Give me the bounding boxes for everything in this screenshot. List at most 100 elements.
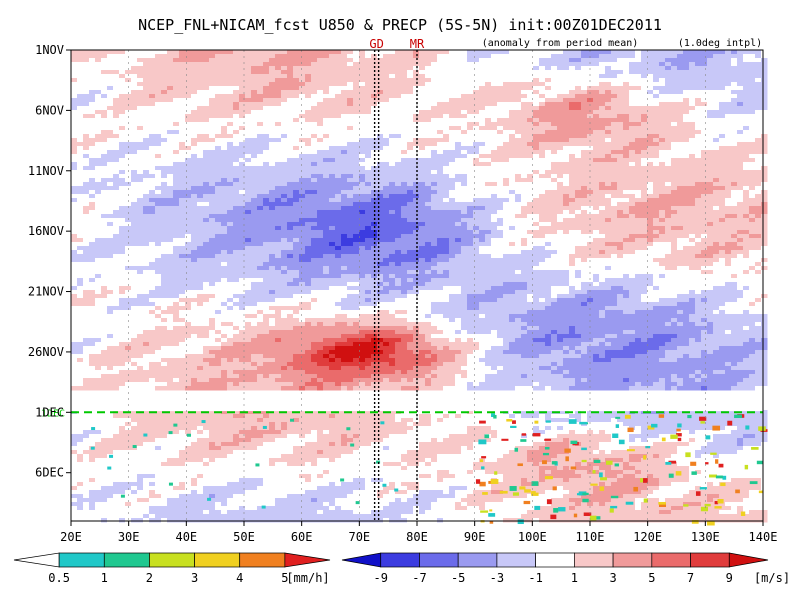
u850-cell bbox=[743, 94, 750, 99]
u850-cell bbox=[599, 54, 606, 59]
u850-cell bbox=[731, 126, 738, 131]
u850-cell bbox=[455, 190, 462, 195]
u850-cell bbox=[515, 182, 522, 187]
u850-cell bbox=[509, 138, 516, 143]
u850-cell bbox=[431, 126, 438, 131]
u850-cell bbox=[251, 54, 258, 59]
u850-cell bbox=[179, 202, 186, 207]
u850-cell bbox=[713, 126, 720, 131]
u850-cell bbox=[263, 66, 270, 71]
u850-cell bbox=[203, 118, 210, 123]
u850-cell bbox=[167, 58, 174, 63]
u850-cell bbox=[383, 102, 390, 107]
u850-cell bbox=[89, 138, 96, 143]
u850-cell bbox=[251, 218, 258, 223]
u850-cell bbox=[233, 150, 240, 155]
u850-cell bbox=[527, 50, 534, 55]
u850-cell bbox=[299, 130, 306, 135]
u850-cell bbox=[599, 90, 606, 95]
u850-cell bbox=[683, 66, 690, 71]
u850-cell bbox=[113, 82, 120, 87]
u850-cell bbox=[89, 62, 96, 67]
u850-cell bbox=[395, 206, 402, 211]
u850-cell bbox=[71, 178, 78, 183]
u850-cell bbox=[263, 74, 270, 79]
u850-cell bbox=[179, 54, 186, 59]
u850-cell bbox=[197, 210, 204, 215]
u850-cell bbox=[731, 206, 738, 211]
u850-cell bbox=[227, 194, 234, 199]
u850-cell bbox=[161, 214, 168, 219]
u850-cell bbox=[653, 74, 660, 79]
u850-cell bbox=[227, 174, 234, 179]
u850-cell bbox=[71, 90, 78, 95]
u850-cell bbox=[509, 74, 516, 79]
u850-cell bbox=[407, 106, 414, 111]
u850-cell bbox=[167, 82, 174, 87]
u850-cell bbox=[221, 58, 228, 63]
u850-cell bbox=[707, 102, 714, 107]
u850-cell bbox=[473, 66, 480, 71]
u850-cell bbox=[671, 86, 678, 91]
u850-cell bbox=[497, 150, 504, 155]
u850-cell bbox=[329, 182, 336, 187]
u850-cell bbox=[83, 138, 90, 143]
u850-cell bbox=[395, 194, 402, 199]
u850-cell bbox=[545, 162, 552, 167]
u850-cell bbox=[149, 150, 156, 155]
u850-cell bbox=[503, 118, 510, 123]
u850-cell bbox=[155, 126, 162, 131]
u850-cell bbox=[455, 134, 462, 139]
u850-cell bbox=[593, 58, 600, 63]
u850-cell bbox=[647, 70, 654, 75]
u850-cell bbox=[371, 166, 378, 171]
u850-cell bbox=[515, 58, 522, 63]
u850-cell bbox=[539, 130, 546, 135]
u850-cell bbox=[167, 150, 174, 155]
u850-cell bbox=[125, 110, 132, 115]
u850-cell bbox=[335, 90, 342, 95]
u850-cell bbox=[269, 158, 276, 163]
u850-cell bbox=[89, 218, 96, 223]
u850-cell bbox=[713, 54, 720, 59]
u850-cell bbox=[377, 142, 384, 147]
u850-cell bbox=[677, 122, 684, 127]
u850-cell bbox=[197, 122, 204, 127]
u850-cell bbox=[71, 130, 78, 135]
u850-cell bbox=[101, 106, 108, 111]
u850-cell bbox=[623, 190, 630, 195]
u850-cell bbox=[647, 66, 654, 71]
u850-cell bbox=[641, 62, 648, 67]
u850-cell bbox=[173, 186, 180, 191]
u850-cell bbox=[461, 106, 468, 111]
u850-cell bbox=[737, 142, 744, 147]
u850-cell bbox=[593, 214, 600, 219]
u850-cell bbox=[293, 162, 300, 167]
u850-cell bbox=[515, 98, 522, 103]
u850-cell bbox=[461, 158, 468, 163]
u850-cell bbox=[497, 98, 504, 103]
u850-cell bbox=[299, 54, 306, 59]
u850-cell bbox=[509, 98, 516, 103]
u850-cell bbox=[407, 102, 414, 107]
u850-cell bbox=[653, 170, 660, 175]
u850-cell bbox=[257, 102, 264, 107]
u850-cell bbox=[407, 198, 414, 203]
u850-cell bbox=[719, 206, 726, 211]
u850-cell bbox=[485, 50, 492, 55]
u850-cell bbox=[341, 206, 348, 211]
u850-cell bbox=[221, 50, 228, 55]
u850-cell bbox=[335, 118, 342, 123]
u850-cell bbox=[569, 98, 576, 103]
u850-cell bbox=[197, 170, 204, 175]
u850-cell bbox=[611, 90, 618, 95]
u850-cell bbox=[635, 178, 642, 183]
u850-cell bbox=[257, 206, 264, 211]
u850-cell bbox=[401, 106, 408, 111]
u850-cell bbox=[713, 94, 720, 99]
u850-cell bbox=[569, 170, 576, 175]
u850-cell bbox=[659, 138, 666, 143]
u850-cell bbox=[755, 142, 762, 147]
u850-cell bbox=[209, 122, 216, 127]
u850-cell bbox=[539, 150, 546, 155]
